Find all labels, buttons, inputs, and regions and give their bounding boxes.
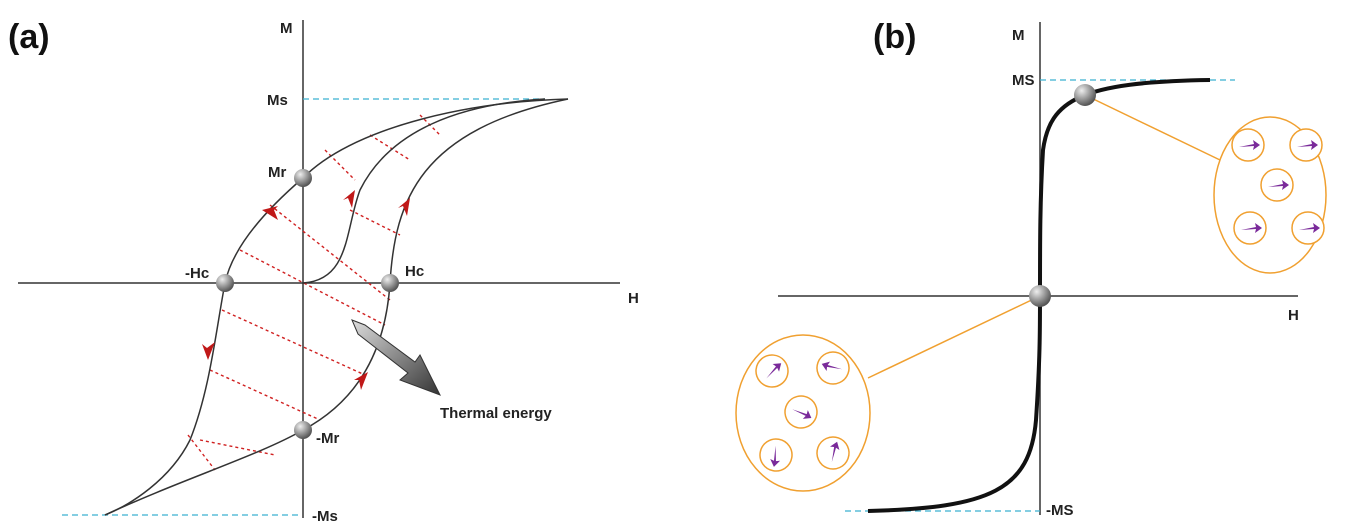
level-label: Ms [267,92,288,109]
descending-branch [105,99,568,515]
level-label: Hc [405,263,424,280]
panel-label: (b) [873,18,916,56]
panel-label: (a) [8,18,50,56]
level-label: Mr [268,164,286,181]
level-label: -Ms [312,508,338,525]
ascending-branch [105,99,568,515]
annotation: Thermal energy [440,405,552,422]
point [381,274,399,292]
point [294,169,312,187]
axis-label: M [1012,27,1025,44]
diagram: (a) M H Ms Mr -Hc Hc -Mr -Ms Thermal ene… [0,0,1357,525]
axis-label: M [280,20,293,37]
point [294,421,312,439]
axis-label: H [1288,307,1299,324]
level-label: MS [1012,72,1035,89]
thermal-arrow [352,320,440,395]
panel-a: (a) M H Ms Mr -Hc Hc -Mr -Ms Thermal ene… [8,18,639,525]
panel-b: (b) M H MS -MS [736,18,1326,519]
level-label: -Mr [316,430,339,447]
point [1029,285,1051,307]
axis-label: H [628,290,639,307]
connector [868,296,1040,378]
point [216,274,234,292]
point [1074,84,1096,106]
level-label: -Hc [185,265,209,282]
connector [1085,95,1220,160]
level-label: -MS [1046,502,1074,519]
direction-arrows [202,190,410,390]
initial-curve [303,99,545,283]
